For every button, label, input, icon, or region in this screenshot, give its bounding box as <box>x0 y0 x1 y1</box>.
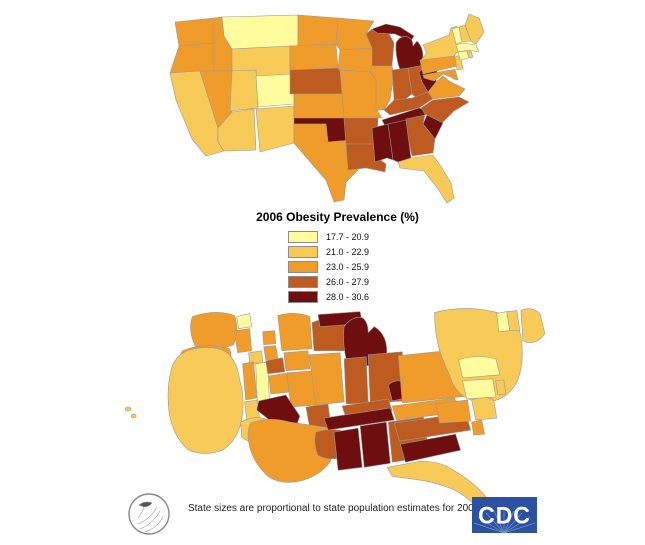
cartogram-ct <box>462 378 497 400</box>
legend-row: 26.0 - 27.9 <box>288 274 369 289</box>
legend-swatch-5 <box>288 290 318 303</box>
state-sd <box>289 43 339 71</box>
state-ny <box>420 25 460 61</box>
state-mt <box>221 14 299 50</box>
cartogram-md <box>435 399 471 424</box>
legend-label-1: 17.7 - 20.9 <box>326 232 370 243</box>
cdc-rays-icon <box>473 510 536 533</box>
legend-row: 28.0 - 30.6 <box>288 289 369 304</box>
hhs-eagle-logo-icon <box>128 493 170 535</box>
legend-row: 21.0 - 22.9 <box>288 245 369 260</box>
cartogram-ri <box>495 379 507 396</box>
state-az <box>217 108 257 152</box>
state-me <box>464 13 485 45</box>
legend-title: 2006 Obesity Prevalence (%) <box>256 210 419 224</box>
state-md <box>422 69 454 82</box>
cartogram-tx <box>247 419 334 483</box>
state-or <box>169 42 215 74</box>
us-choropleth-map <box>169 13 485 204</box>
state-ri <box>466 50 474 59</box>
cartogram-mn <box>277 313 313 352</box>
legend: 17.7 - 20.9 21.0 - 22.9 23.0 - 25.9 26.0… <box>288 230 369 304</box>
cartogram-wa <box>190 312 238 350</box>
cartogram-ms <box>333 427 363 471</box>
cartogram-nh <box>506 310 521 331</box>
cartogram-id <box>234 328 252 354</box>
cartogram-ne <box>265 357 286 375</box>
cartogram-ia <box>283 350 311 372</box>
legend-label-4: 26.0 - 27.9 <box>326 276 370 287</box>
cartogram-sd <box>263 345 279 361</box>
legend-swatch-3 <box>288 260 318 273</box>
state-ut <box>229 69 259 112</box>
state-wa <box>174 17 215 47</box>
cartogram-ca <box>167 347 244 454</box>
state-nj <box>454 54 464 71</box>
legend-label-3: 23.0 - 25.9 <box>326 261 370 272</box>
cartogram-mt <box>236 313 252 329</box>
cartogram-sc <box>400 433 461 463</box>
cartogram-nj <box>471 397 498 421</box>
state-ms <box>371 123 394 163</box>
legend-label-5: 28.0 - 30.6 <box>326 291 370 302</box>
state-co <box>255 73 295 108</box>
cartogram-nv <box>242 361 258 401</box>
state-nm <box>255 105 295 153</box>
legend-label-2: 21.0 - 22.9 <box>326 247 370 258</box>
cartogram-me <box>520 308 546 343</box>
legend-swatch-1 <box>288 231 318 244</box>
cartogram-al <box>359 421 391 468</box>
cartogram-in <box>343 356 369 405</box>
state-ia <box>337 47 377 73</box>
cartogram-de <box>471 419 486 436</box>
state-nd <box>297 14 339 47</box>
state-ks <box>293 93 351 119</box>
cartogram-ma <box>458 356 501 379</box>
state-ne <box>289 67 349 95</box>
state-de <box>450 68 459 81</box>
cartogram-tn <box>323 407 395 431</box>
state-ma <box>455 42 480 53</box>
cartogram-il <box>308 352 345 406</box>
state-fl <box>397 154 455 204</box>
cdc-logo-text: CDC <box>478 500 531 529</box>
state-in <box>391 67 413 101</box>
cartogram-ca-islands <box>124 406 137 419</box>
cartogram-wy <box>248 350 264 365</box>
legend-row: 17.7 - 20.9 <box>288 230 369 245</box>
legend-swatch-2 <box>288 246 318 259</box>
legend-row: 23.0 - 25.9 <box>288 260 369 275</box>
state-va <box>427 75 466 100</box>
legend-swatch-4 <box>288 275 318 288</box>
us-population-cartogram <box>124 308 546 510</box>
state-mi <box>395 36 424 71</box>
footer-note: State sizes are proportional to state po… <box>187 503 483 514</box>
cdc-logo: CDC <box>472 497 537 533</box>
cartogram-nd <box>262 330 277 346</box>
